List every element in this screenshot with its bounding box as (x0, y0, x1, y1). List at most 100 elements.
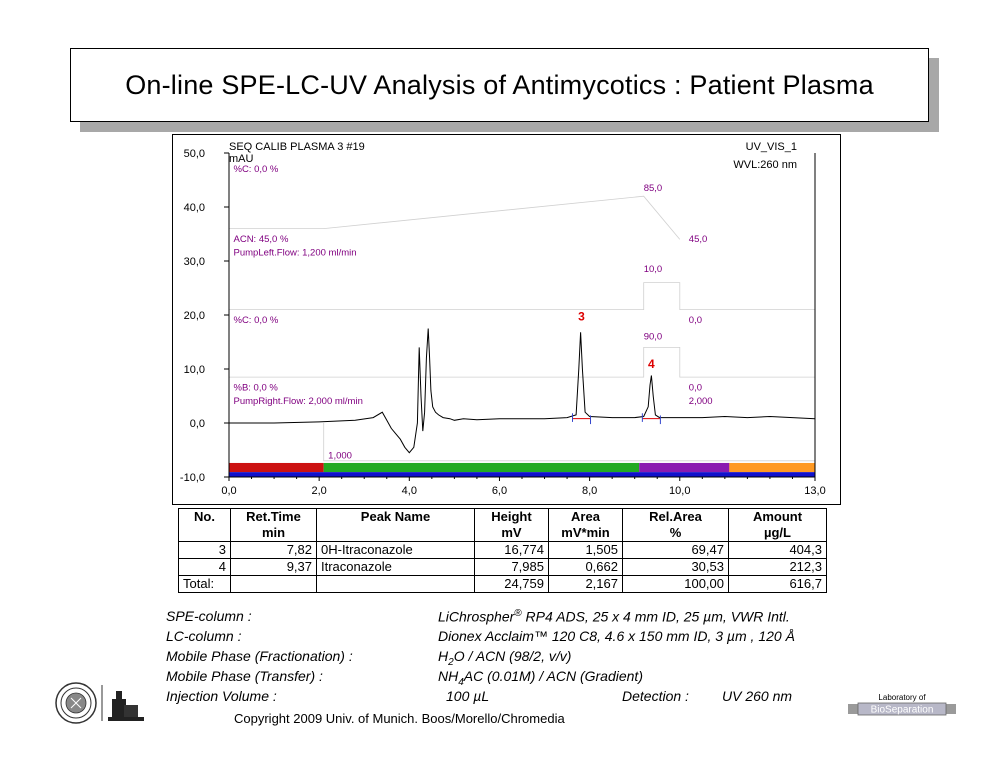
y-tick-label: 40,0 (184, 202, 205, 214)
method-annotation: 45,0 (689, 234, 708, 245)
x-tick-label: 8,0 (582, 485, 597, 497)
program-line (229, 195, 681, 240)
phase-bar (229, 472, 815, 477)
mp2-label: Mobile Phase (Transfer) : (166, 668, 323, 684)
total-rel-area: 100,00 (622, 575, 729, 593)
y-tick-label: 30,0 (184, 256, 205, 268)
cell-height: 7,985 (474, 558, 549, 576)
chart-frame: -10,0 0,0 10,0 20,0 30,0 40,0 50,0 0,0 2,0 4,0 6,0… (172, 134, 841, 505)
table-header-row: No. Ret.Time Peak Name Height Area Rel.A… (178, 508, 827, 525)
method-annotation: 1,000 (328, 451, 352, 462)
cell-height: 16,774 (474, 541, 549, 559)
method-annotation: 85,0 (644, 183, 663, 194)
results-table: No. Ret.Time Peak Name Height Area Rel.A… (178, 508, 827, 593)
mp2-value: NH4AC (0.01M) / ACN (Gradient) (438, 668, 643, 688)
method-annotation: 0,0 (689, 383, 702, 394)
phase-bar (729, 462, 815, 473)
phase-bar (229, 462, 324, 473)
spe-label: SPE-column : (166, 608, 252, 624)
x-tick-label: 13,0 (804, 485, 825, 497)
bioseparation-lab-logo: Laboratory of BioSeparation (848, 693, 956, 716)
x-tick-label: 4,0 (402, 485, 417, 497)
unit-amount: µg/L (728, 525, 827, 542)
x-tick-label: 6,0 (492, 485, 507, 497)
cell-peak-name: Itraconazole (316, 558, 475, 576)
program-line (323, 423, 815, 462)
y-tick-label: 0,0 (190, 418, 205, 430)
phase-bar (639, 462, 730, 473)
copyright: Copyright 2009 Univ. of Munich. Boos/Mor… (234, 711, 565, 726)
unit-peak-name (316, 525, 475, 542)
cell-rel-area: 69,47 (622, 541, 729, 559)
phase-bar (323, 462, 640, 473)
spe-rest: RP4 ADS, 25 x 4 mm ID, 25 µm, VWR Intl. (521, 608, 790, 625)
total-label: Total: (178, 575, 231, 593)
x-tick-label: 0,0 (221, 485, 236, 497)
mp1-label: Mobile Phase (Fractionation) : (166, 648, 353, 664)
chart-header-left: SEQ CALIB PLASMA 3 #19 (229, 141, 365, 153)
table-row: 3 7,82 0H-Itraconazole 16,774 1,505 69,4… (178, 541, 827, 559)
y-tick-label: 10,0 (184, 364, 205, 376)
unit-area: mV*min (548, 525, 623, 542)
unit-height: mV (474, 525, 549, 542)
chromatogram-chart: -10,00,010,020,030,040,050,00,0 2,0 4,0 6,0… (180, 141, 826, 497)
lc-label: LC-column : (166, 628, 242, 644)
unit-no (178, 525, 231, 542)
mp1-sub: 2 (448, 656, 454, 668)
total-ret-time (230, 575, 317, 593)
unit-rel-area: % (622, 525, 729, 542)
wavelength-label: WVL:260 nm (733, 159, 797, 171)
cell-amount: 404,3 (728, 541, 827, 559)
mp1-value: H2O / ACN (98/2, v/v) (438, 648, 571, 668)
title-box: On-line SPE-LC-UV Analysis of Antimycoti… (70, 48, 929, 122)
spe-reg: ® (514, 608, 522, 619)
cell-area: 0,662 (548, 558, 623, 576)
det-value: UV 260 nm (722, 688, 793, 704)
total-amount: 616,7 (728, 575, 827, 593)
spe-value: LiChrospher® RP4 ADS, 25 x 4 mm ID, 25 µ… (438, 608, 790, 625)
lc-value: Dionex Acclaim™ 120 C8, 4.6 x 150 mm ID,… (438, 628, 795, 644)
table-total-row: Total: 24,759 2,167 100,00 616,7 (178, 575, 827, 593)
x-tick-label: 10,0 (669, 485, 690, 497)
method-annotation: 10,0 (644, 264, 663, 275)
header-rel-area: Rel.Area (622, 508, 729, 525)
inj-label: Injection Volume : (166, 688, 277, 704)
page-title: On-line SPE-LC-UV Analysis of Antimycoti… (125, 69, 874, 100)
y-tick-label: -10,0 (180, 472, 205, 484)
cell-area: 1,505 (548, 541, 623, 559)
cell-ret-time: 7,82 (230, 541, 317, 559)
y-tick-label: 20,0 (184, 310, 205, 322)
header-height: Height (474, 508, 549, 525)
table-row: 4 9,37 Itraconazole 7,985 0,662 30,53 21… (178, 558, 827, 576)
peak-label: 4 (648, 357, 655, 371)
spe-name: LiChrospher (438, 608, 515, 625)
inj-value: 100 µL (446, 688, 490, 704)
method-annotation: 90,0 (644, 331, 663, 342)
header-no: No. (178, 508, 231, 525)
header-amount: Amount (728, 508, 827, 525)
total-peak-name (316, 575, 475, 593)
cell-no: 4 (178, 558, 231, 576)
method-annotation: PumpRight.Flow: 2,000 ml/min (234, 396, 363, 407)
chromatogram-trace (229, 328, 816, 454)
y-tick-label: 50,0 (184, 148, 205, 160)
header-ret-time: Ret.Time (230, 508, 317, 525)
cell-peak-name: 0H-Itraconazole (316, 541, 475, 559)
method-annotation: ACN: 45,0 % (234, 234, 289, 245)
x-tick-label: 2,0 (312, 485, 327, 497)
cell-amount: 212,3 (728, 558, 827, 576)
lab-logo-line2: BioSeparation (871, 705, 934, 716)
mp2-a: NH (438, 668, 459, 684)
cell-no: 3 (178, 541, 231, 559)
program-line (229, 282, 815, 311)
cell-rel-area: 30,53 (622, 558, 729, 576)
university-seal-logo (55, 682, 144, 724)
method-annotation: 2,000 (689, 396, 713, 407)
mp1-b: O / ACN (98/2, v/v) (453, 648, 572, 664)
det-label: Detection : (622, 688, 689, 704)
method-annotation: 0,0 (689, 315, 702, 326)
header-area: Area (548, 508, 623, 525)
lab-logo-line1: Laboratory of (878, 693, 926, 702)
program-line (229, 346, 815, 378)
method-annotation: %B: 0,0 % (234, 383, 279, 394)
